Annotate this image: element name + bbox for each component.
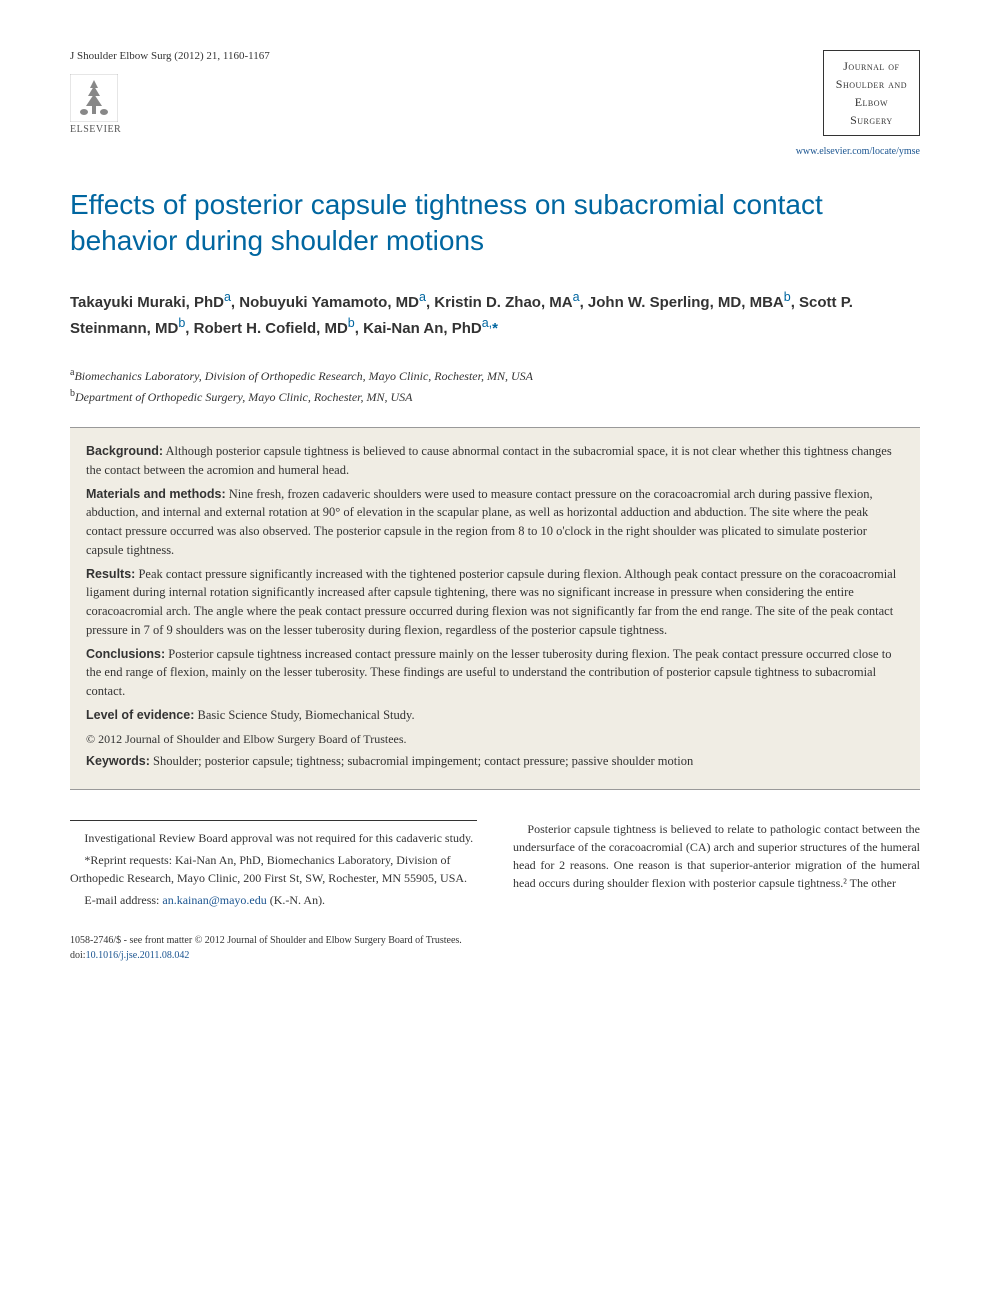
- affiliation-b: bDepartment of Orthopedic Surgery, Mayo …: [70, 386, 920, 407]
- affiliations: aBiomechanics Laboratory, Division of Or…: [70, 365, 920, 407]
- email-link[interactable]: an.kainan@mayo.edu: [162, 893, 266, 907]
- journal-box-line: Shoulder and: [836, 75, 907, 93]
- publisher-logo: ELSEVIER: [70, 74, 270, 135]
- author-list: Takayuki Muraki, PhDa, Nobuyuki Yamamoto…: [70, 288, 920, 341]
- elsevier-tree-icon: [70, 74, 118, 122]
- page-footer: 1058-2746/$ - see front matter © 2012 Jo…: [70, 933, 920, 963]
- body-text-column: Posterior capsule tightness is believed …: [513, 820, 920, 913]
- page-header: J Shoulder Elbow Surg (2012) 21, 1160-11…: [70, 50, 920, 157]
- doi-line: doi:10.1016/j.jse.2011.08.042: [70, 948, 920, 963]
- footnote-reprint: *Reprint requests: Kai-Nan An, PhD, Biom…: [70, 851, 477, 887]
- abstract-level: Level of evidence: Basic Science Study, …: [86, 706, 904, 725]
- abstract-conclusions: Conclusions: Posterior capsule tightness…: [86, 645, 904, 701]
- doi-link[interactable]: 10.1016/j.jse.2011.08.042: [86, 950, 190, 961]
- header-right: Journal of Shoulder and Elbow Surgery ww…: [796, 50, 920, 157]
- abstract-keywords: Keywords: Shoulder; posterior capsule; t…: [86, 752, 904, 771]
- body-paragraph: Posterior capsule tightness is believed …: [513, 820, 920, 892]
- publisher-name: ELSEVIER: [70, 124, 121, 135]
- journal-url-link[interactable]: www.elsevier.com/locate/ymse: [796, 146, 920, 157]
- abstract-methods: Materials and methods: Nine fresh, froze…: [86, 485, 904, 560]
- journal-box-line: Journal of: [836, 57, 907, 75]
- affiliation-a: aBiomechanics Laboratory, Division of Or…: [70, 365, 920, 386]
- front-matter: 1058-2746/$ - see front matter © 2012 Jo…: [70, 933, 920, 948]
- footnote-block: Investigational Review Board approval wa…: [70, 829, 477, 909]
- header-left: J Shoulder Elbow Surg (2012) 21, 1160-11…: [70, 50, 270, 135]
- body-columns: Investigational Review Board approval wa…: [70, 820, 920, 913]
- abstract-background: Background: Although posterior capsule t…: [86, 442, 904, 480]
- footnote-column: Investigational Review Board approval wa…: [70, 820, 477, 913]
- abstract-copyright: © 2012 Journal of Shoulder and Elbow Sur…: [86, 730, 904, 748]
- journal-box-line: Elbow: [836, 93, 907, 111]
- journal-box-line: Surgery: [836, 111, 907, 129]
- footnote-email: E-mail address: an.kainan@mayo.edu (K.-N…: [70, 891, 477, 909]
- abstract-results: Results: Peak contact pressure significa…: [86, 565, 904, 640]
- abstract-box: Background: Although posterior capsule t…: [70, 427, 920, 790]
- article-title: Effects of posterior capsule tightness o…: [70, 187, 920, 260]
- journal-reference: J Shoulder Elbow Surg (2012) 21, 1160-11…: [70, 50, 270, 62]
- footnote-irb: Investigational Review Board approval wa…: [70, 829, 477, 847]
- journal-title-box: Journal of Shoulder and Elbow Surgery: [823, 50, 920, 136]
